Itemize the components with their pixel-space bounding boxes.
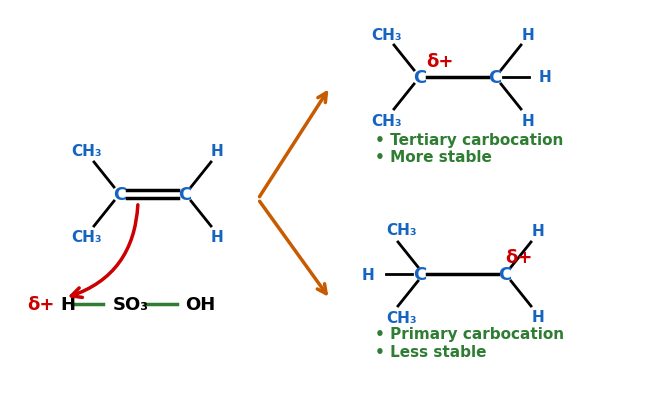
Text: C: C [499,266,512,283]
Text: • Less stable: • Less stable [375,345,486,360]
Text: C: C [413,69,426,87]
Text: CH₃: CH₃ [387,311,417,326]
Text: CH₃: CH₃ [387,223,417,238]
Text: CH₃: CH₃ [72,230,102,245]
Text: H: H [521,27,534,43]
Text: C: C [413,266,426,283]
Text: H: H [521,113,534,128]
Text: H: H [211,230,224,245]
Text: CH₃: CH₃ [372,27,402,43]
Text: δ+: δ+ [27,295,55,313]
Text: C: C [488,69,502,87]
Text: OH: OH [185,295,215,313]
Text: • More stable: • More stable [375,150,492,165]
Text: δ+: δ+ [426,53,454,71]
Text: • Tertiary carbocation: • Tertiary carbocation [375,132,564,147]
Text: H: H [211,144,224,159]
Text: δ+: δ+ [505,248,533,266]
Text: CH₃: CH₃ [72,144,102,159]
Text: C: C [178,185,192,204]
Text: CH₃: CH₃ [372,113,402,128]
Text: H: H [532,310,545,325]
Text: H: H [361,267,374,282]
Text: H: H [539,70,552,85]
Text: • Primary carbocation: • Primary carbocation [375,327,564,342]
Text: SO₃: SO₃ [113,295,149,313]
Text: C: C [113,185,127,204]
Text: H: H [60,295,75,313]
Text: H: H [532,224,545,239]
